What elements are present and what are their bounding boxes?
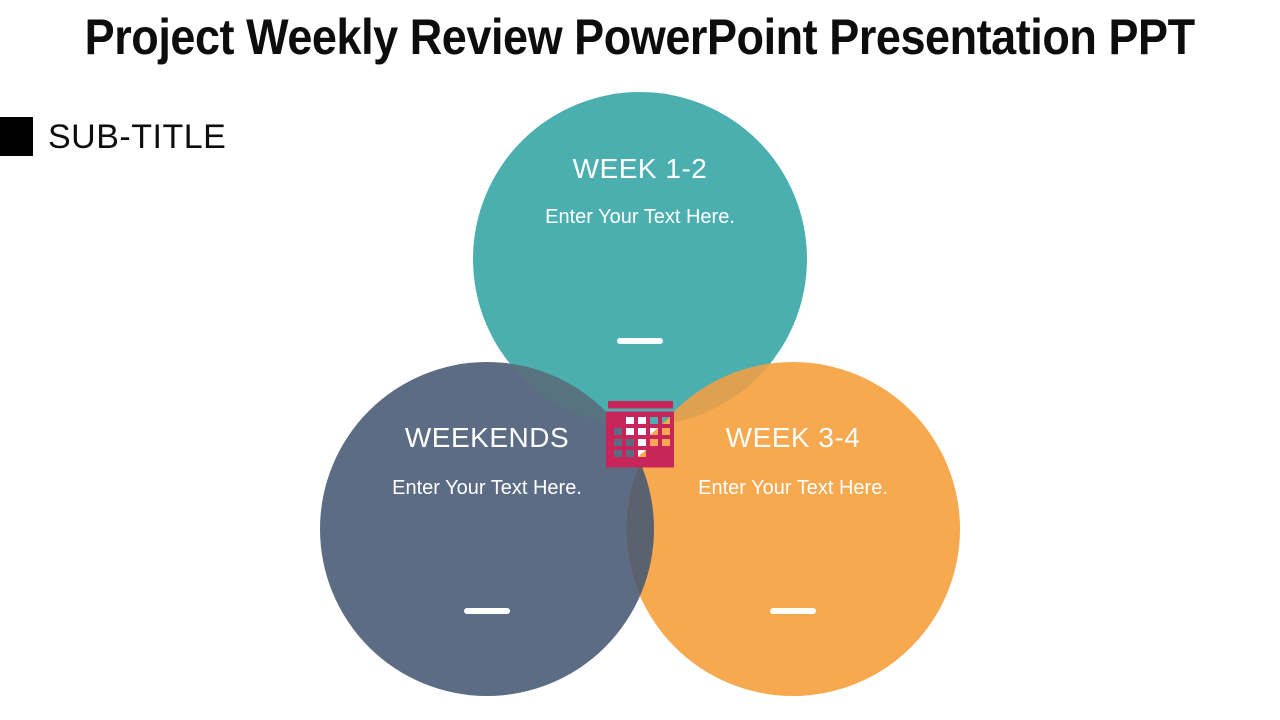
circle-week-1-2-title: WEEK 1-2: [572, 153, 708, 184]
circle-week-3-4-body: Enter Your Text Here.: [698, 477, 888, 499]
circle-week-1-2-body: Enter Your Text Here.: [545, 206, 735, 228]
page-title-text: Project Weekly Review PowerPoint Present…: [85, 9, 1195, 65]
dash-decoration-week-1-2: [617, 338, 663, 344]
calendar-icon: [606, 401, 674, 468]
circle-week-1-2: [473, 92, 807, 426]
dash-decoration-weekends: [464, 608, 510, 614]
page-title: Project Weekly Review PowerPoint Present…: [0, 8, 1280, 66]
circle-weekends: [320, 362, 654, 696]
circle-week-3-4: [626, 362, 960, 696]
subtitle-marker: [0, 117, 33, 156]
circle-week-3-4-title: WEEK 3-4: [725, 422, 861, 453]
circle-weekends-body: Enter Your Text Here.: [392, 477, 582, 499]
circle-weekends-title: WEEKENDS: [404, 422, 570, 453]
dash-decoration-week-3-4: [770, 608, 816, 614]
subtitle-label: SUB-TITLE: [48, 118, 227, 156]
